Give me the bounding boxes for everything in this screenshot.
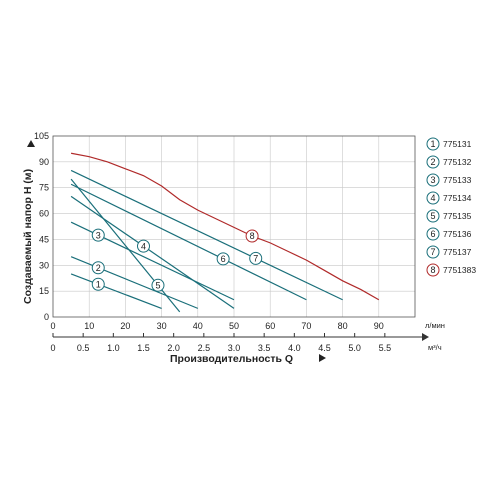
series-marker-775136 xyxy=(216,252,230,266)
series-marker-775135 xyxy=(151,278,165,292)
x-axis-title-arrow xyxy=(319,354,326,362)
x-tick-label: 70 xyxy=(301,321,311,331)
series-line-7751383 xyxy=(70,152,380,301)
y-tick-label: 0 xyxy=(44,312,49,322)
legend: 1 775131 2 775132 3 775133 4 775134 5 775135 6 7751… xyxy=(426,137,476,277)
y-tick-label: 90 xyxy=(39,157,49,167)
series-marker-label: 6 xyxy=(221,254,226,264)
series-marker-775133 xyxy=(91,228,105,242)
series-marker-label: 7 xyxy=(253,254,258,264)
legend-marker-label: 7 xyxy=(430,247,435,257)
x-secondary-tick-label: 3.0 xyxy=(228,343,241,353)
series: 1 2 3 4 5 6 7 8 xyxy=(70,152,380,313)
x-tick-label: 0 xyxy=(50,321,55,331)
legend-marker-label: 6 xyxy=(430,229,435,239)
legend-item-label: 775131 xyxy=(443,139,472,149)
y-tick-label: 45 xyxy=(39,234,49,244)
series-marker-label: 3 xyxy=(96,230,101,240)
legend-item-label: 775137 xyxy=(443,247,472,257)
legend-marker-label: 3 xyxy=(430,175,435,185)
legend-marker-label: 1 xyxy=(430,139,435,149)
x-secondary-tick-label: 5.5 xyxy=(379,343,392,353)
legend-item-label: 775132 xyxy=(443,157,472,167)
x-secondary-tick-label: 0 xyxy=(50,343,55,353)
legend-item-label: 775133 xyxy=(443,175,472,185)
legend-marker-7751383 xyxy=(426,263,440,277)
y-tick-label: 75 xyxy=(39,183,49,193)
x-secondary-tick-label: 5.0 xyxy=(348,343,361,353)
x-axis-ticks-lmin: 0 10 20 30 40 50 60 70 80 90 xyxy=(50,321,383,331)
series-marker-label: 2 xyxy=(96,263,101,273)
series-line-775137 xyxy=(70,169,343,301)
legend-marker-label: 8 xyxy=(430,265,435,275)
series-line-775136 xyxy=(70,183,307,301)
series-marker-label: 8 xyxy=(250,231,255,241)
x-axis-secondary-arrow xyxy=(422,333,429,341)
grid xyxy=(53,136,415,317)
x-secondary-tick-label: 3.5 xyxy=(258,343,271,353)
x-tick-label: 60 xyxy=(265,321,275,331)
series-marker-label: 5 xyxy=(155,280,160,290)
legend-item-label: 775136 xyxy=(443,229,472,239)
legend-marker-775136 xyxy=(426,227,440,241)
legend-marker-775131 xyxy=(426,137,440,151)
series-line-775131 xyxy=(70,273,162,309)
x-unit-primary: л/мин xyxy=(425,321,445,330)
series-marker-775131 xyxy=(91,277,105,291)
series-marker-7751383 xyxy=(245,229,259,243)
x-secondary-tick-label: 1.5 xyxy=(137,343,150,353)
legend-marker-label: 5 xyxy=(430,211,435,221)
plot-frame xyxy=(52,135,416,318)
x-tick-label: 80 xyxy=(338,321,348,331)
x-secondary-tick-label: 2.0 xyxy=(167,343,180,353)
legend-marker-775137 xyxy=(426,245,440,259)
legend-marker-775134 xyxy=(426,191,440,205)
x-axis-ticks-m3h: 0 0.5 1.0 1.5 2.0 2.5 3.0 3.5 4.0 4.5 5.0 5.5 xyxy=(50,333,391,353)
y-axis-ticks: 0 15 30 45 60 75 90 105 xyxy=(34,131,49,322)
x-secondary-tick-label: 0.5 xyxy=(77,343,90,353)
y-tick-label: 15 xyxy=(39,286,49,296)
x-secondary-tick-label: 4.5 xyxy=(318,343,331,353)
y-tick-label: 105 xyxy=(34,131,49,141)
legend-item-label: 775135 xyxy=(443,211,472,221)
series-line-775134 xyxy=(70,195,235,309)
y-axis-title: Создаваемый напор H (м) xyxy=(22,169,34,304)
y-tick-label: 30 xyxy=(39,260,49,270)
x-secondary-tick-label: 4.0 xyxy=(288,343,301,353)
legend-item-label: 7751383 xyxy=(443,265,476,275)
x-axis-title: Производительность Q xyxy=(170,353,293,365)
legend-marker-775133 xyxy=(426,173,440,187)
legend-marker-775135 xyxy=(426,209,440,223)
x-tick-label: 10 xyxy=(84,321,94,331)
y-axis-title-arrow xyxy=(27,140,35,147)
series-marker-label: 4 xyxy=(141,241,146,251)
x-secondary-tick-label: 2.5 xyxy=(198,343,211,353)
x-secondary-tick-label: 1.0 xyxy=(107,343,120,353)
legend-item-label: 775134 xyxy=(443,193,472,203)
x-tick-label: 20 xyxy=(120,321,130,331)
x-tick-label: 30 xyxy=(157,321,167,331)
legend-marker-label: 4 xyxy=(430,193,435,203)
series-marker-775137 xyxy=(249,251,263,265)
series-marker-775132 xyxy=(91,261,105,275)
x-tick-label: 50 xyxy=(229,321,239,331)
x-tick-label: 40 xyxy=(193,321,203,331)
x-unit-secondary: м³/ч xyxy=(428,343,442,352)
series-marker-label: 1 xyxy=(96,279,101,289)
series-line-775132 xyxy=(70,256,199,309)
legend-marker-775132 xyxy=(426,155,440,169)
series-marker-775134 xyxy=(137,239,150,253)
legend-marker-label: 2 xyxy=(430,157,435,167)
x-tick-label: 90 xyxy=(374,321,384,331)
y-tick-label: 60 xyxy=(39,209,49,219)
